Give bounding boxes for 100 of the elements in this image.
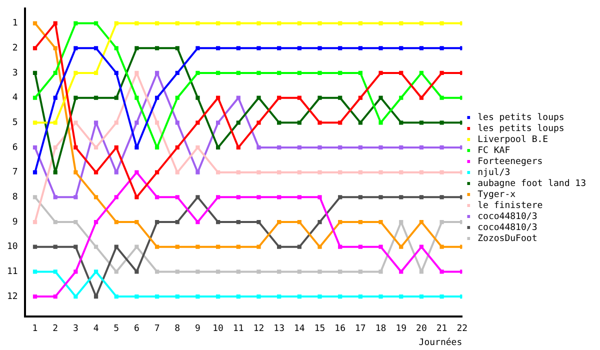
point (154, 46, 160, 50)
point (277, 220, 282, 224)
point (74, 46, 78, 50)
point (216, 145, 220, 150)
point (440, 220, 444, 224)
y-tick-label: 1 (12, 18, 18, 29)
point (419, 220, 424, 224)
point (378, 70, 383, 76)
point (53, 294, 58, 299)
point (216, 21, 220, 26)
point (114, 244, 118, 249)
point (114, 21, 118, 26)
point (440, 195, 444, 200)
point (277, 145, 282, 150)
point (32, 220, 38, 224)
point (154, 220, 160, 224)
point (318, 170, 322, 174)
point (53, 96, 58, 100)
point (134, 96, 139, 100)
point (297, 145, 302, 150)
legend-label: aubagne foot land 13 (478, 178, 586, 189)
point (277, 244, 282, 249)
point (196, 120, 200, 125)
point (94, 270, 98, 274)
point (94, 46, 98, 50)
point (175, 70, 180, 76)
point (154, 145, 160, 150)
point (175, 145, 180, 150)
point (399, 294, 404, 299)
y-tick-label: 11 (6, 267, 18, 278)
x-tick-label: 9 (195, 324, 200, 334)
point (297, 70, 302, 76)
point (399, 270, 404, 274)
point (114, 46, 118, 50)
legend-label: FC KAF (478, 146, 510, 156)
point (277, 46, 282, 50)
point (32, 270, 38, 274)
point (256, 244, 261, 249)
point (378, 21, 383, 26)
point (419, 120, 424, 125)
point (378, 270, 383, 274)
point (297, 270, 302, 274)
point (94, 294, 98, 299)
point (378, 96, 383, 100)
point (277, 270, 282, 274)
point (53, 120, 58, 125)
x-tick-label: 8 (174, 324, 180, 334)
point (338, 220, 342, 224)
point (236, 145, 240, 150)
point (419, 21, 424, 26)
point (216, 195, 220, 200)
point (338, 270, 342, 274)
point (53, 244, 58, 249)
point (399, 244, 404, 249)
point (378, 145, 383, 150)
point (32, 145, 38, 150)
point (358, 294, 362, 299)
point (74, 96, 78, 100)
point (297, 170, 302, 174)
point (154, 294, 160, 299)
point (440, 170, 444, 174)
point (358, 96, 362, 100)
point (297, 96, 302, 100)
x-tick-label: 14 (294, 324, 305, 334)
legend-label: njul/3 (478, 168, 510, 178)
point (216, 270, 220, 274)
point (236, 270, 240, 274)
point (338, 70, 342, 76)
point (318, 46, 322, 50)
point (399, 195, 404, 200)
x-tick-label: 17 (355, 324, 366, 334)
point (114, 220, 118, 224)
point (74, 170, 78, 174)
x-tick-label: 15 (314, 324, 326, 334)
legend-label: coco44810/3 (478, 212, 538, 222)
x-tick-label: 11 (232, 324, 244, 334)
point (358, 195, 362, 200)
y-tick-label: 4 (12, 93, 18, 104)
point (175, 46, 180, 50)
point (32, 46, 38, 50)
legend-label: ZozosDuFoot (478, 234, 538, 244)
point (256, 96, 261, 100)
x-tick-label: 21 (436, 324, 448, 334)
point (318, 120, 322, 125)
point (399, 220, 404, 224)
point (216, 70, 220, 76)
point (154, 21, 160, 26)
y-tick-label: 12 (6, 292, 18, 302)
point (419, 70, 424, 76)
point (196, 220, 200, 224)
point (94, 145, 98, 150)
point (175, 294, 180, 299)
point (256, 21, 261, 26)
point (378, 220, 383, 224)
point (277, 120, 282, 125)
y-tick-label: 6 (12, 142, 18, 153)
point (256, 294, 261, 299)
point (256, 195, 261, 200)
point (419, 170, 424, 174)
y-tick-label: 10 (6, 242, 18, 252)
